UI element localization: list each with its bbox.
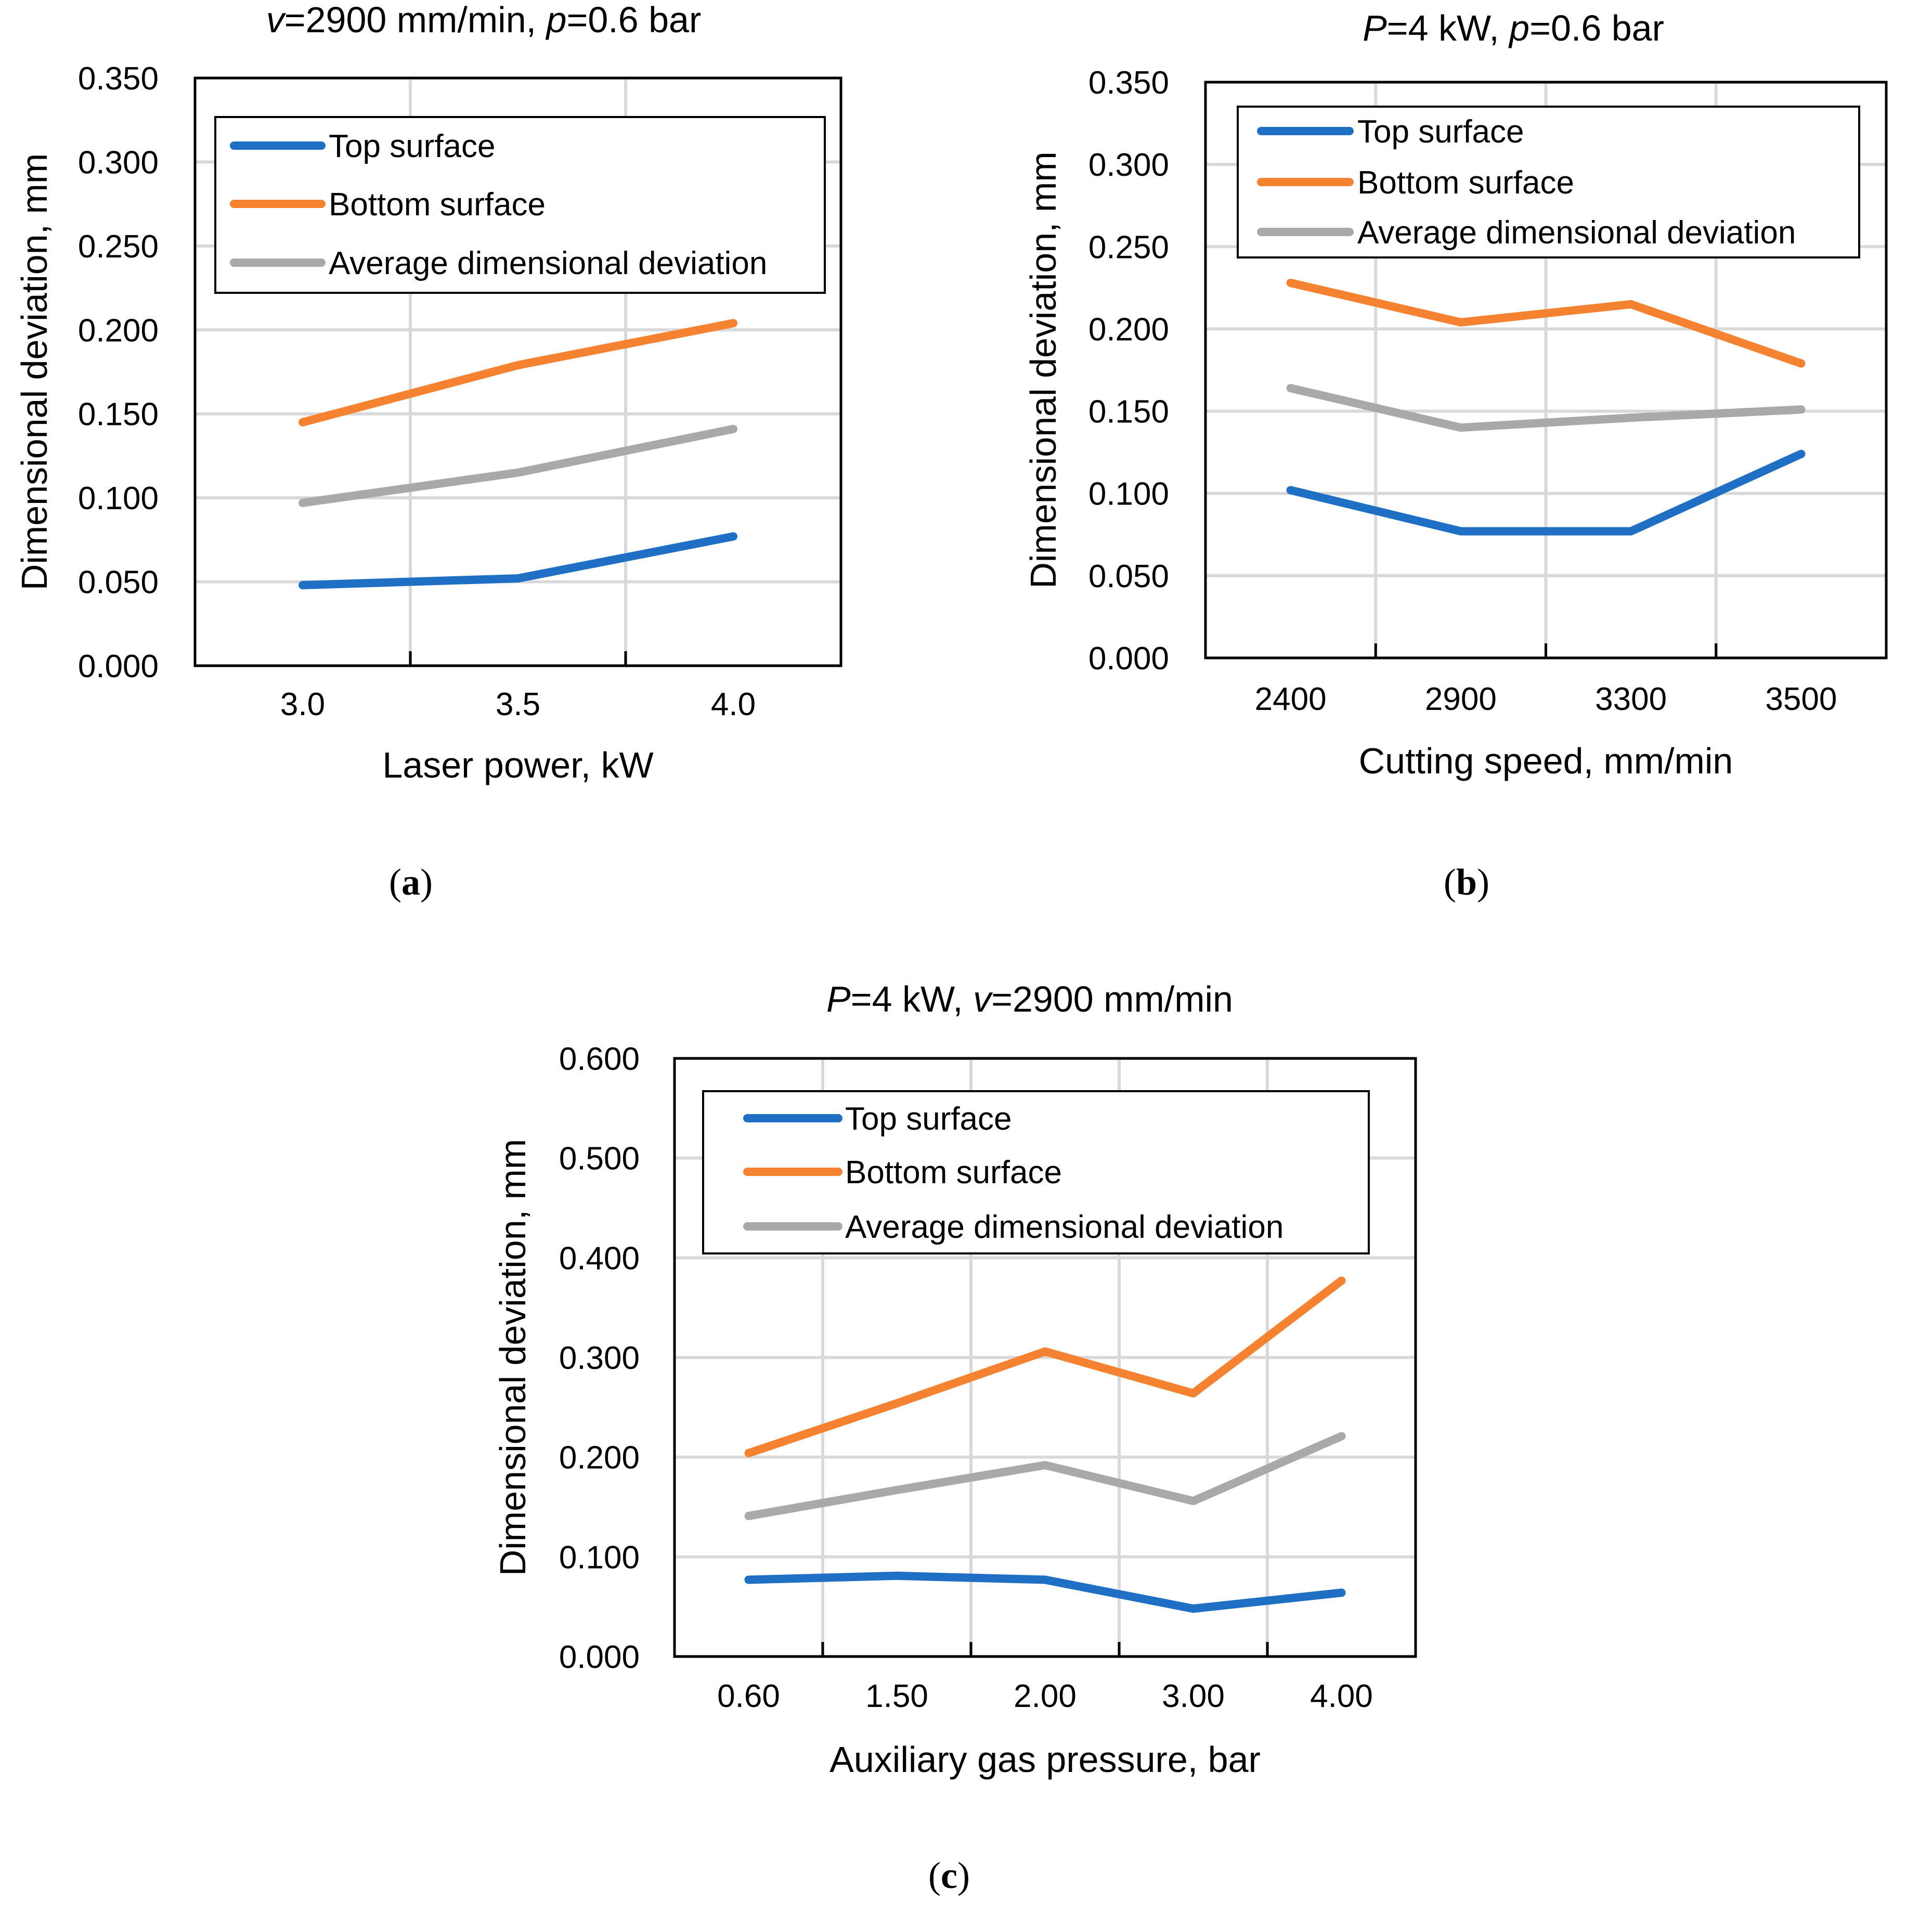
y-tick-label: 0.300	[559, 1340, 640, 1376]
y-tick-label: 0.200	[1088, 312, 1169, 347]
x-tick-label: 3300	[1595, 681, 1667, 717]
legend-label: Average dimensional deviation	[329, 245, 767, 281]
series-line-bottom-surface	[1286, 278, 1806, 368]
plot-frame	[673, 1057, 1417, 1658]
x-tick-label: 0.60	[717, 1678, 780, 1714]
chart-title-part: p	[1508, 8, 1529, 48]
y-tick-label: 0.050	[1088, 559, 1169, 594]
panel-label-paren: (	[389, 861, 401, 903]
series-line-average-dimensional-deviation	[744, 1432, 1346, 1520]
x-tick-label: 3.00	[1162, 1678, 1225, 1714]
legend-label: Bottom surface	[329, 187, 546, 223]
y-tick-label: 0.150	[1088, 394, 1169, 430]
y-tick-label: 0.300	[78, 145, 159, 180]
series-line-bottom-surface	[744, 1276, 1346, 1457]
series-line-bottom-surface	[299, 319, 737, 426]
chart-title-part: p	[546, 0, 567, 40]
x-tick-label: 3.0	[280, 687, 325, 722]
chart-c: 0.000 0.100 0.200 0.300 0.400 0.500 0.600 0.60 1…	[492, 979, 1417, 1896]
y-tick-label: 0.000	[78, 649, 159, 684]
legend: Top surface Bottom surface Average dimensi…	[1237, 106, 1860, 258]
y-tick-label: 0.600	[559, 1041, 640, 1077]
series-line-top-surface	[299, 532, 737, 589]
y-tick-label: 0.050	[78, 565, 159, 601]
legend: Top surface Bottom surface Average dimensi…	[214, 116, 826, 294]
x-axis-label: Laser power, kW	[382, 745, 653, 785]
chart-a: 0.000 0.050 0.100 0.150 0.200 0.250 0.300 0.350…	[14, 0, 842, 903]
x-tick-label: 3.5	[496, 687, 540, 722]
y-tick-label: 0.350	[78, 61, 159, 97]
series-line-average-dimensional-deviation	[1286, 384, 1806, 432]
y-axis-label: Dimensional deviation, mm	[492, 1139, 533, 1576]
panel-label: (b)	[1444, 861, 1489, 903]
y-tick-label: 0.300	[1088, 147, 1169, 183]
y-axis-label: Dimensional deviation, mm	[14, 153, 55, 590]
panel-label-letter: a	[401, 861, 420, 903]
panel-label: (a)	[389, 861, 433, 903]
chart-title: P=4 kW, v=2900 mm/min	[826, 979, 1233, 1019]
chart-b: 0.000 0.050 0.100 0.150 0.200 0.250 0.300 0.350…	[1023, 8, 1888, 903]
legend-label: Top surface	[329, 128, 496, 164]
panel-label-letter: c	[941, 1855, 957, 1896]
panel-label-paren: )	[957, 1855, 970, 1896]
y-tick-label: 0.200	[559, 1440, 640, 1476]
y-tick-label: 0.100	[1088, 476, 1169, 512]
y-tick-label: 0.150	[78, 397, 159, 433]
chart-title-part: P	[826, 979, 851, 1019]
legend-label: Top surface	[845, 1101, 1012, 1137]
chart-title-part: =0.6 bar	[566, 0, 701, 40]
y-tick-label: 0.250	[78, 229, 159, 265]
chart-title-part: =0.6 bar	[1529, 8, 1664, 48]
chart-title-part: =4 kW,	[851, 979, 973, 1019]
y-tick-label: 0.350	[1088, 65, 1169, 101]
x-tick-label: 3500	[1765, 681, 1837, 717]
panel-label: (c)	[928, 1855, 970, 1896]
plot-frame	[193, 76, 842, 667]
y-tick-label: 0.500	[559, 1141, 640, 1177]
y-tick-label: 0.000	[1088, 641, 1169, 677]
panel-label-paren: )	[420, 861, 433, 903]
y-tick-label: 0.000	[559, 1639, 640, 1675]
y-axis-label: Dimensional deviation, mm	[1023, 151, 1064, 588]
chart-title-part: v	[973, 979, 993, 1019]
x-axis-label: Auxiliary gas pressure, bar	[829, 1739, 1261, 1780]
y-tick-label: 0.250	[1088, 229, 1169, 265]
legend-label: Bottom surface	[845, 1155, 1062, 1191]
chart-title-part: =2900 mm/min	[991, 979, 1233, 1019]
panel-label-paren: (	[928, 1855, 941, 1896]
y-tick-label: 0.100	[559, 1539, 640, 1575]
panel-label-paren: )	[1477, 861, 1489, 903]
legend-label: Bottom surface	[1357, 165, 1574, 201]
chart-title-part: P	[1363, 8, 1387, 48]
legend-label: Average dimensional deviation	[1357, 215, 1796, 251]
y-tick-label: 0.100	[78, 481, 159, 516]
x-tick-label: 2900	[1425, 681, 1497, 717]
x-tick-label: 2.00	[1014, 1678, 1077, 1714]
x-tick-label: 4.0	[711, 687, 756, 722]
x-tick-label: 2400	[1255, 681, 1327, 717]
x-tick-label: 4.00	[1310, 1678, 1373, 1714]
legend-label: Top surface	[1357, 114, 1524, 150]
chart-title-part: =2900 mm/min,	[284, 0, 547, 40]
chart-title-part: =4 kW,	[1387, 8, 1509, 48]
series-line-average-dimensional-deviation	[299, 424, 737, 507]
series-line-top-surface	[744, 1571, 1346, 1613]
chart-title: P=4 kW, p=0.6 bar	[1363, 8, 1664, 48]
legend: Top surface Bottom surface Average dimensi…	[702, 1090, 1370, 1254]
x-axis-label: Cutting speed, mm/min	[1359, 741, 1733, 781]
chart-title-part: v	[266, 0, 287, 40]
chart-title: v=2900 mm/min, p=0.6 bar	[266, 0, 702, 40]
y-tick-label: 0.200	[78, 313, 159, 348]
series-line-top-surface	[1286, 449, 1806, 536]
panel-label-letter: b	[1456, 861, 1477, 903]
y-tick-label: 0.400	[559, 1240, 640, 1276]
legend-label: Average dimensional deviation	[845, 1209, 1283, 1245]
panel-label-paren: (	[1444, 861, 1456, 903]
x-tick-label: 1.50	[865, 1678, 928, 1714]
